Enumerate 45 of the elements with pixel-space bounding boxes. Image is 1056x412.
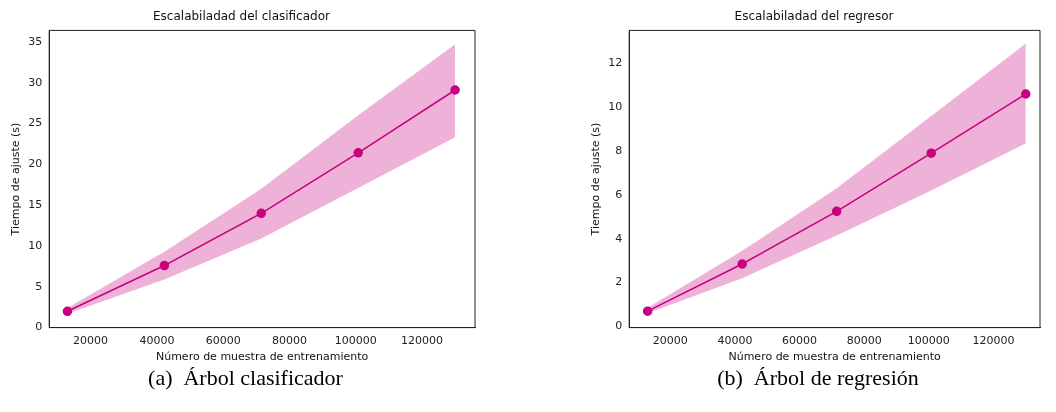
chart-title: Escalabiladad del regresor bbox=[734, 9, 894, 24]
x-tick-label: 20000 bbox=[73, 334, 109, 348]
point bbox=[353, 148, 363, 158]
y-tick-label: 2 bbox=[615, 275, 623, 289]
x-tick-label: 60000 bbox=[205, 334, 241, 348]
x-tick-label: 40000 bbox=[717, 334, 753, 348]
y-tick-label: 30 bbox=[28, 75, 43, 89]
y-tick-label: 10 bbox=[28, 238, 43, 252]
point bbox=[256, 208, 267, 219]
point bbox=[926, 148, 936, 158]
y-tick-label: 25 bbox=[28, 116, 43, 130]
x-tick-label: 120000 bbox=[400, 334, 443, 348]
point bbox=[1021, 89, 1031, 99]
y-tick-label: 0 bbox=[615, 319, 623, 333]
x-tick-label: 60000 bbox=[782, 334, 818, 348]
x-axis-title: Número de muestra de entrenamiento bbox=[155, 350, 369, 364]
y-tick-label: 12 bbox=[608, 56, 623, 70]
point bbox=[737, 259, 747, 269]
x-tick-label: 100000 bbox=[907, 334, 950, 348]
y-axis-title: Tiempo de ajuste (s) bbox=[9, 122, 23, 237]
chart-title: Escalabiladad del clasificador bbox=[153, 9, 331, 24]
y-tick-label: 20 bbox=[28, 157, 43, 171]
y-tick-label: 5 bbox=[35, 279, 43, 293]
point bbox=[642, 306, 653, 316]
point bbox=[831, 206, 842, 217]
y-tick-label: 0 bbox=[35, 320, 43, 334]
x-tick-label: 80000 bbox=[271, 334, 307, 348]
x-tick-label: 100000 bbox=[334, 334, 377, 348]
point bbox=[450, 85, 460, 95]
y-tick-label: 6 bbox=[615, 187, 623, 201]
y-tick-label: 8 bbox=[615, 143, 623, 157]
point bbox=[159, 260, 170, 271]
y-tick-label: 35 bbox=[28, 34, 43, 48]
y-tick-label: 4 bbox=[615, 231, 623, 245]
text: (b) Árbol de regresión bbox=[716, 364, 920, 392]
y-axis-title: Tiempo de ajuste (s) bbox=[589, 122, 603, 237]
point bbox=[62, 306, 73, 317]
y-tick-label: 10 bbox=[608, 100, 623, 114]
y-tick-label: 15 bbox=[28, 197, 43, 211]
x-tick-label: 20000 bbox=[652, 334, 688, 348]
x-axis-title: Número de muestra de entrenamiento bbox=[728, 350, 942, 364]
x-tick-label: 120000 bbox=[972, 334, 1015, 348]
text: (a) Árbol clasificador bbox=[147, 364, 344, 392]
x-tick-label: 80000 bbox=[846, 334, 882, 348]
x-tick-label: 40000 bbox=[139, 334, 175, 348]
